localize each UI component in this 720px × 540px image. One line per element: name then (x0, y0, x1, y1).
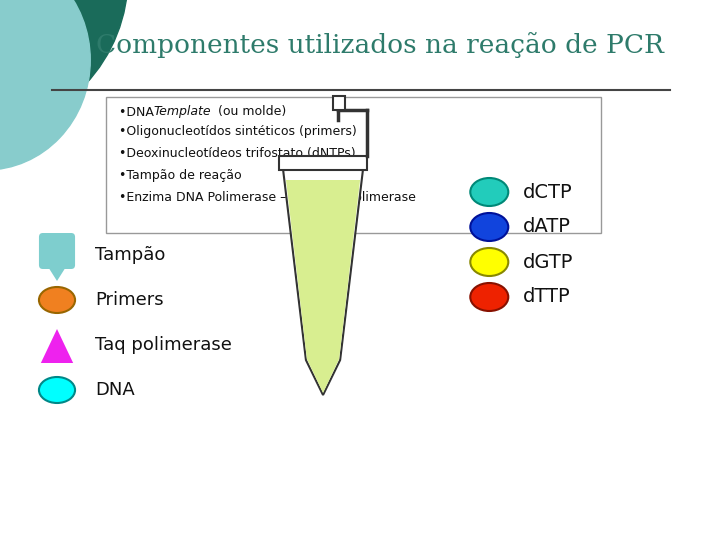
FancyBboxPatch shape (39, 233, 75, 269)
Text: Template: Template (154, 105, 212, 118)
Text: Tampão: Tampão (95, 246, 166, 264)
FancyBboxPatch shape (107, 97, 601, 233)
Text: Componentes utilizados na reação de PCR: Componentes utilizados na reação de PCR (96, 32, 664, 58)
Circle shape (0, 0, 128, 130)
Text: •Deoxinucleotídeos trifostato (dNTPs): •Deoxinucleotídeos trifostato (dNTPs) (119, 147, 356, 160)
Polygon shape (283, 170, 363, 395)
Ellipse shape (39, 287, 75, 313)
Text: dTTP: dTTP (523, 287, 570, 307)
Ellipse shape (470, 178, 508, 206)
Text: (ou molde): (ou molde) (214, 105, 286, 118)
Polygon shape (41, 329, 73, 363)
Text: •Oligonucleotídos sintéticos (primers): •Oligonucleotídos sintéticos (primers) (119, 125, 356, 138)
Text: DNA: DNA (95, 381, 135, 399)
Text: Taq polimerase: Taq polimerase (95, 336, 232, 354)
Text: •Tampão de reação: •Tampão de reação (119, 170, 241, 183)
Ellipse shape (470, 213, 508, 241)
Polygon shape (286, 180, 360, 393)
Bar (333, 96, 345, 110)
Text: dGTP: dGTP (523, 253, 573, 272)
Text: dATP: dATP (523, 218, 570, 237)
Polygon shape (45, 263, 68, 281)
Text: dCTP: dCTP (523, 183, 572, 201)
Ellipse shape (470, 248, 508, 276)
Bar (285, 170, 361, 175)
Text: •DNA: •DNA (119, 105, 158, 118)
Text: Primers: Primers (95, 291, 163, 309)
Ellipse shape (470, 283, 508, 311)
Text: •Enzima DNA Polimerase – Taq DNA Polimerase: •Enzima DNA Polimerase – Taq DNA Polimer… (119, 192, 415, 205)
Ellipse shape (39, 377, 75, 403)
Bar (279, 156, 366, 170)
Circle shape (0, 0, 90, 170)
